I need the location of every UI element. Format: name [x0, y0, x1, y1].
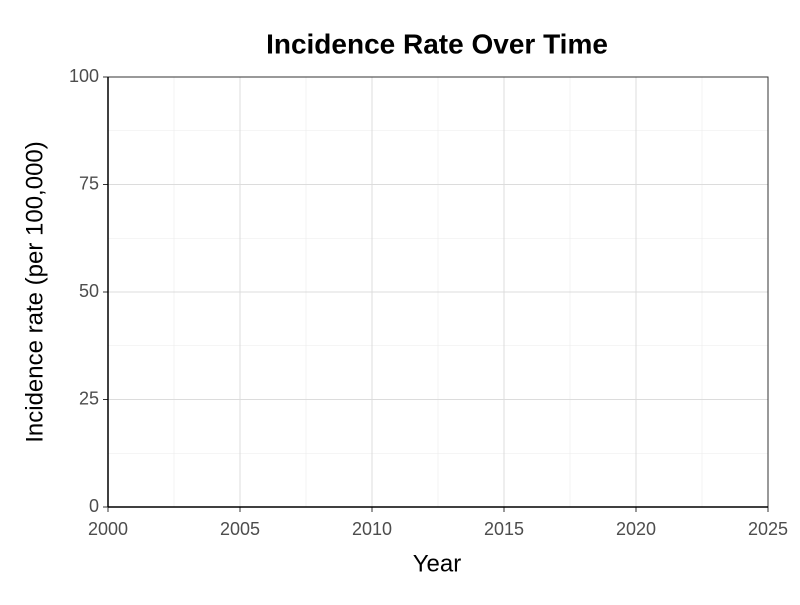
x-tick-label: 2010 [352, 519, 392, 539]
x-tick-label: 2020 [616, 519, 656, 539]
x-tick-label: 2025 [748, 519, 788, 539]
y-axis-title: Incidence rate (per 100,000) [21, 141, 48, 443]
y-tick-label: 50 [79, 281, 99, 301]
y-tick-label: 75 [79, 173, 99, 193]
y-tick-label: 100 [69, 66, 99, 86]
x-tick-label: 2000 [88, 519, 128, 539]
y-tick-label: 25 [79, 388, 99, 408]
x-tick-label: 2015 [484, 519, 524, 539]
chart-title: Incidence Rate Over Time [266, 28, 608, 59]
x-tick-label: 2005 [220, 519, 260, 539]
y-tick-label: 0 [89, 496, 99, 516]
x-axis-title: Year [413, 550, 462, 577]
